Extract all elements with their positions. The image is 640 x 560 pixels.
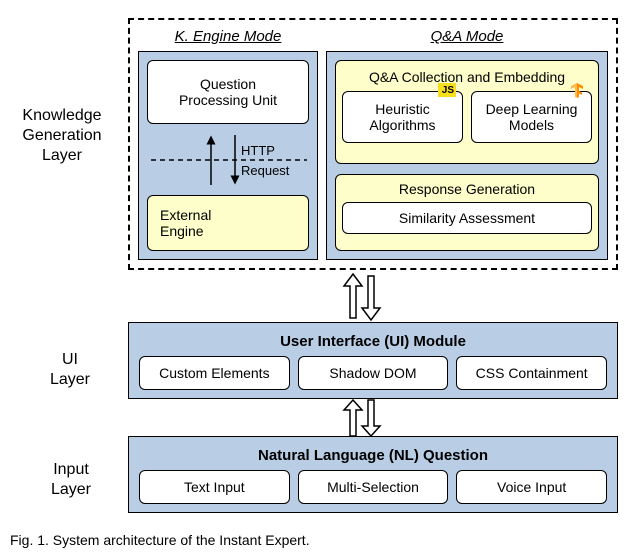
qa-collection-title: Q&A Collection and Embedding	[342, 69, 592, 85]
input-layer-label: Input Layer	[36, 460, 106, 500]
input-item-box: Voice Input	[456, 470, 607, 504]
k-engine-blue-box: Question Processing Unit	[138, 51, 318, 260]
qa-mode-title: Q&A Mode	[326, 28, 608, 45]
ui-item-box: CSS Containment	[456, 356, 607, 390]
qa-mode-panel: Q&A Mode Q&A Collection and Embedding He…	[326, 26, 608, 260]
label-text: UI	[62, 351, 78, 368]
deep-learning-models-box: Deep Learning Models	[471, 91, 592, 143]
arrows-knowledge-ui	[338, 272, 382, 322]
deep-learning-text: Deep Learning Models	[486, 101, 578, 133]
figure-caption: Fig. 1. System architecture of the Insta…	[10, 532, 310, 548]
js-badge-icon: JS	[438, 83, 456, 97]
external-engine-box: External Engine	[147, 195, 309, 251]
knowledge-layer-label: Knowledge Generation Layer	[8, 106, 116, 166]
qa-blue-box: Q&A Collection and Embedding Heuristic A…	[326, 51, 608, 260]
knowledge-layer-container: K. Engine Mode Question Processing Unit	[128, 18, 618, 270]
http-label: HTTP	[241, 143, 275, 158]
label-text: Layer	[51, 481, 91, 498]
k-engine-mode-panel: K. Engine Mode Question Processing Unit	[138, 26, 318, 260]
tensorflow-icon	[569, 82, 585, 98]
ui-item-box: Custom Elements	[139, 356, 290, 390]
similarity-assessment-box: Similarity Assessment	[342, 202, 592, 234]
label-text: Layer	[50, 371, 90, 388]
input-layer-box: Natural Language (NL) Question Text Inpu…	[128, 436, 618, 513]
request-label: Request	[241, 163, 289, 178]
heuristic-text: Heuristic Algorithms	[369, 101, 435, 133]
http-request-arrows	[147, 131, 311, 189]
response-generation-title: Response Generation	[342, 181, 592, 197]
heuristic-algorithms-box: Heuristic Algorithms JS	[342, 91, 463, 143]
nl-question-title: Natural Language (NL) Question	[139, 447, 607, 464]
ui-layer-label: UI Layer	[40, 350, 100, 390]
ui-layer-box: User Interface (UI) Module Custom Elemen…	[128, 322, 618, 399]
label-text: Layer	[42, 147, 82, 164]
input-item-box: Multi-Selection	[298, 470, 449, 504]
k-engine-mode-title: K. Engine Mode	[138, 28, 318, 45]
label-text: Knowledge	[22, 107, 101, 124]
label-text: Input	[53, 461, 89, 478]
diagram-canvas: Knowledge Generation Layer UI Layer Inpu…	[0, 0, 640, 560]
http-request-area: HTTP Request	[147, 131, 309, 189]
ui-item-box: Shadow DOM	[298, 356, 449, 390]
qa-collection-box: Q&A Collection and Embedding Heuristic A…	[335, 60, 599, 164]
question-processing-unit-box: Question Processing Unit	[147, 60, 309, 124]
label-text: Generation	[22, 127, 101, 144]
arrows-ui-input	[338, 398, 382, 438]
input-item-box: Text Input	[139, 470, 290, 504]
response-generation-box: Response Generation Similarity Assessmen…	[335, 174, 599, 251]
ui-module-title: User Interface (UI) Module	[139, 333, 607, 350]
